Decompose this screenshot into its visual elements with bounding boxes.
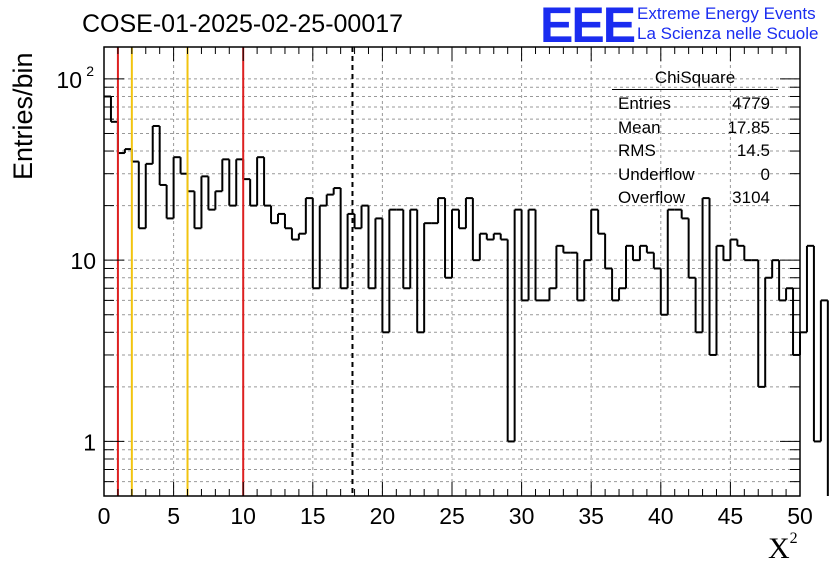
x-axis-label: X2 <box>768 530 798 566</box>
x-axis-label-sup: 2 <box>789 530 798 547</box>
eee-logo: EEE <box>540 0 636 53</box>
x-tick-label: 5 <box>167 503 180 529</box>
x-tick-label: 15 <box>300 503 326 529</box>
stats-label: Overflow <box>618 188 686 207</box>
x-tick-label: 25 <box>439 503 465 529</box>
stats-row-overflow: Overflow 3104 <box>612 186 778 210</box>
stats-label: Underflow <box>618 164 695 184</box>
stats-label: Mean <box>618 117 661 137</box>
stats-row-mean: Mean 17.85 <box>612 116 778 140</box>
stats-value: 4779 <box>732 94 770 113</box>
stats-row-rms: RMS 14.5 <box>612 139 778 163</box>
stats-value: 14.5 <box>736 141 770 160</box>
stats-value: 0 <box>760 164 770 184</box>
x-tick-label: 45 <box>718 503 744 529</box>
y-tick-label: 10 <box>56 67 82 93</box>
y-tick-label: 1 <box>83 429 96 455</box>
stats-title: ChiSquare <box>612 68 778 90</box>
logo-line-1: Extreme Energy Events <box>637 4 816 23</box>
stats-box: ChiSquare Entries 4779 Mean 17.85 RMS 14… <box>612 68 778 210</box>
stats-value: 3104 <box>732 188 770 207</box>
stats-label: Entries <box>618 94 671 113</box>
x-tick-label: 35 <box>578 503 604 529</box>
y-tick-label: 10 <box>70 248 96 274</box>
stats-row-underflow: Underflow 0 <box>612 163 778 187</box>
x-tick-label: 10 <box>230 503 256 529</box>
x-tick-label: 0 <box>98 503 111 529</box>
x-tick-label: 50 <box>787 503 813 529</box>
stats-value: 17.85 <box>727 117 770 137</box>
x-tick-label: 30 <box>509 503 535 529</box>
stats-row-entries: Entries 4779 <box>612 92 778 116</box>
chart-title: COSE-01-2025-02-25-00017 <box>82 10 404 38</box>
stats-label: RMS <box>618 141 656 160</box>
x-tick-label: 40 <box>648 503 674 529</box>
x-tick-label: 20 <box>370 503 396 529</box>
y-axis-label: Entries/bin <box>8 52 38 180</box>
y-tick-label-sup: 2 <box>86 63 94 79</box>
logo-line-2: La Scienza nelle Scuole <box>637 24 819 43</box>
x-axis-label-text: X <box>768 532 790 565</box>
